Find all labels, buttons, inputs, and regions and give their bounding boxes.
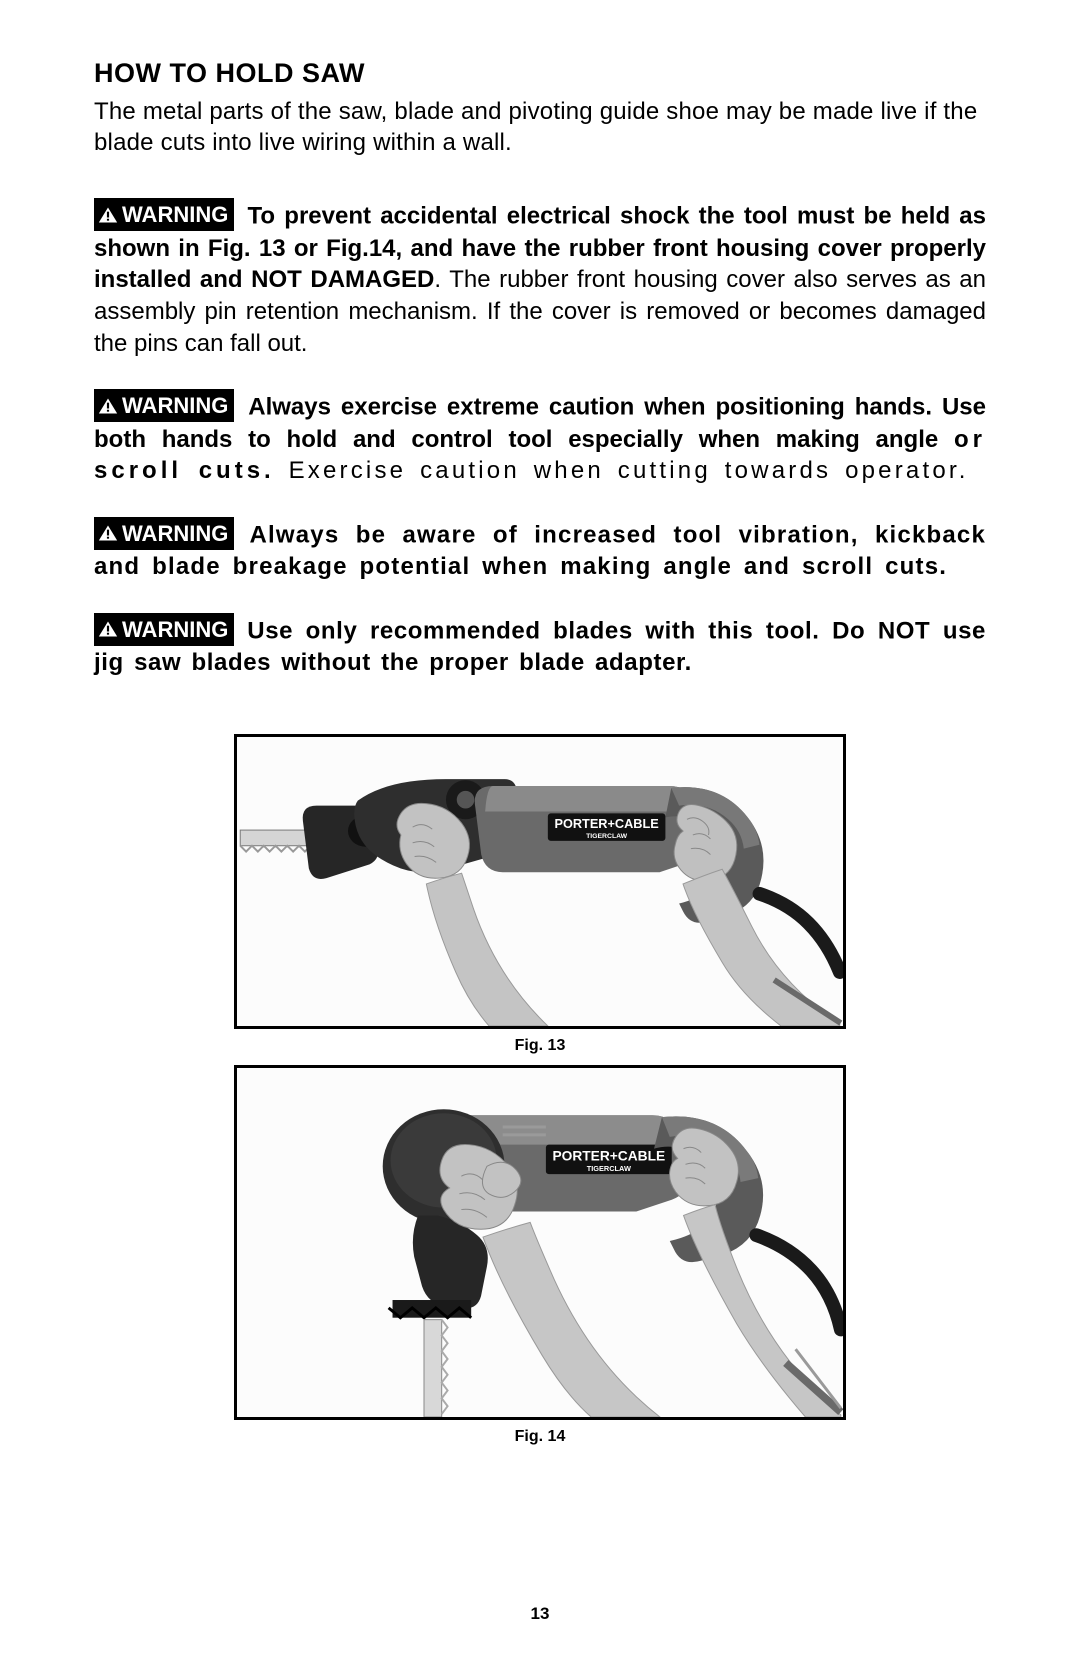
saw-illustration-angled-icon: PORTER+CABLE TIGERCLAW [237,1068,843,1417]
brand-top: PORTER+CABLE [554,816,658,831]
intro-paragraph: The metal parts of the saw, blade and pi… [94,97,986,158]
warning-1: WARNING To prevent accidental electrical… [94,198,986,359]
warning-label-text: WARNING [122,615,228,644]
warning-label-text: WARNING [122,519,228,548]
warning-badge: WARNING [94,517,234,550]
warning-label-text: WARNING [122,200,228,229]
warning-badge: WARNING [94,198,234,231]
section-title: HOW TO HOLD SAW [94,58,986,89]
warning-badge: WARNING [94,389,234,422]
page-number: 13 [0,1604,1080,1624]
brand-top: PORTER+CABLE [552,1148,665,1163]
brand-sub: TIGERCLAW [586,832,628,839]
figure-13-caption: Fig. 13 [515,1037,566,1055]
manual-page: HOW TO HOLD SAW The metal parts of the s… [0,0,1080,1496]
warning-2: WARNING Always exercise extreme caution … [94,389,986,487]
warning-3: WARNING Always be aware of increased too… [94,517,986,583]
warning-2-rest: Exercise caution when cutting towards op… [275,457,969,484]
warning-triangle-icon [98,397,118,415]
warning-triangle-icon [98,620,118,638]
warning-4: WARNING Use only recommended blades with… [94,613,986,679]
figure-14: PORTER+CABLE TIGERCLAW [234,1065,846,1420]
saw-illustration-horizontal-icon: PORTER+CABLE TIGERCLAW [237,737,843,1026]
warning-badge: WARNING [94,613,234,646]
warning-label-text: WARNING [122,391,228,420]
figures-container: PORTER+CABLE TIGERCLAW [94,734,986,1456]
warning-triangle-icon [98,206,118,224]
figure-14-caption: Fig. 14 [515,1428,566,1446]
figure-13: PORTER+CABLE TIGERCLAW [234,734,846,1029]
warning-triangle-icon [98,524,118,542]
brand-sub: TIGERCLAW [587,1164,631,1173]
